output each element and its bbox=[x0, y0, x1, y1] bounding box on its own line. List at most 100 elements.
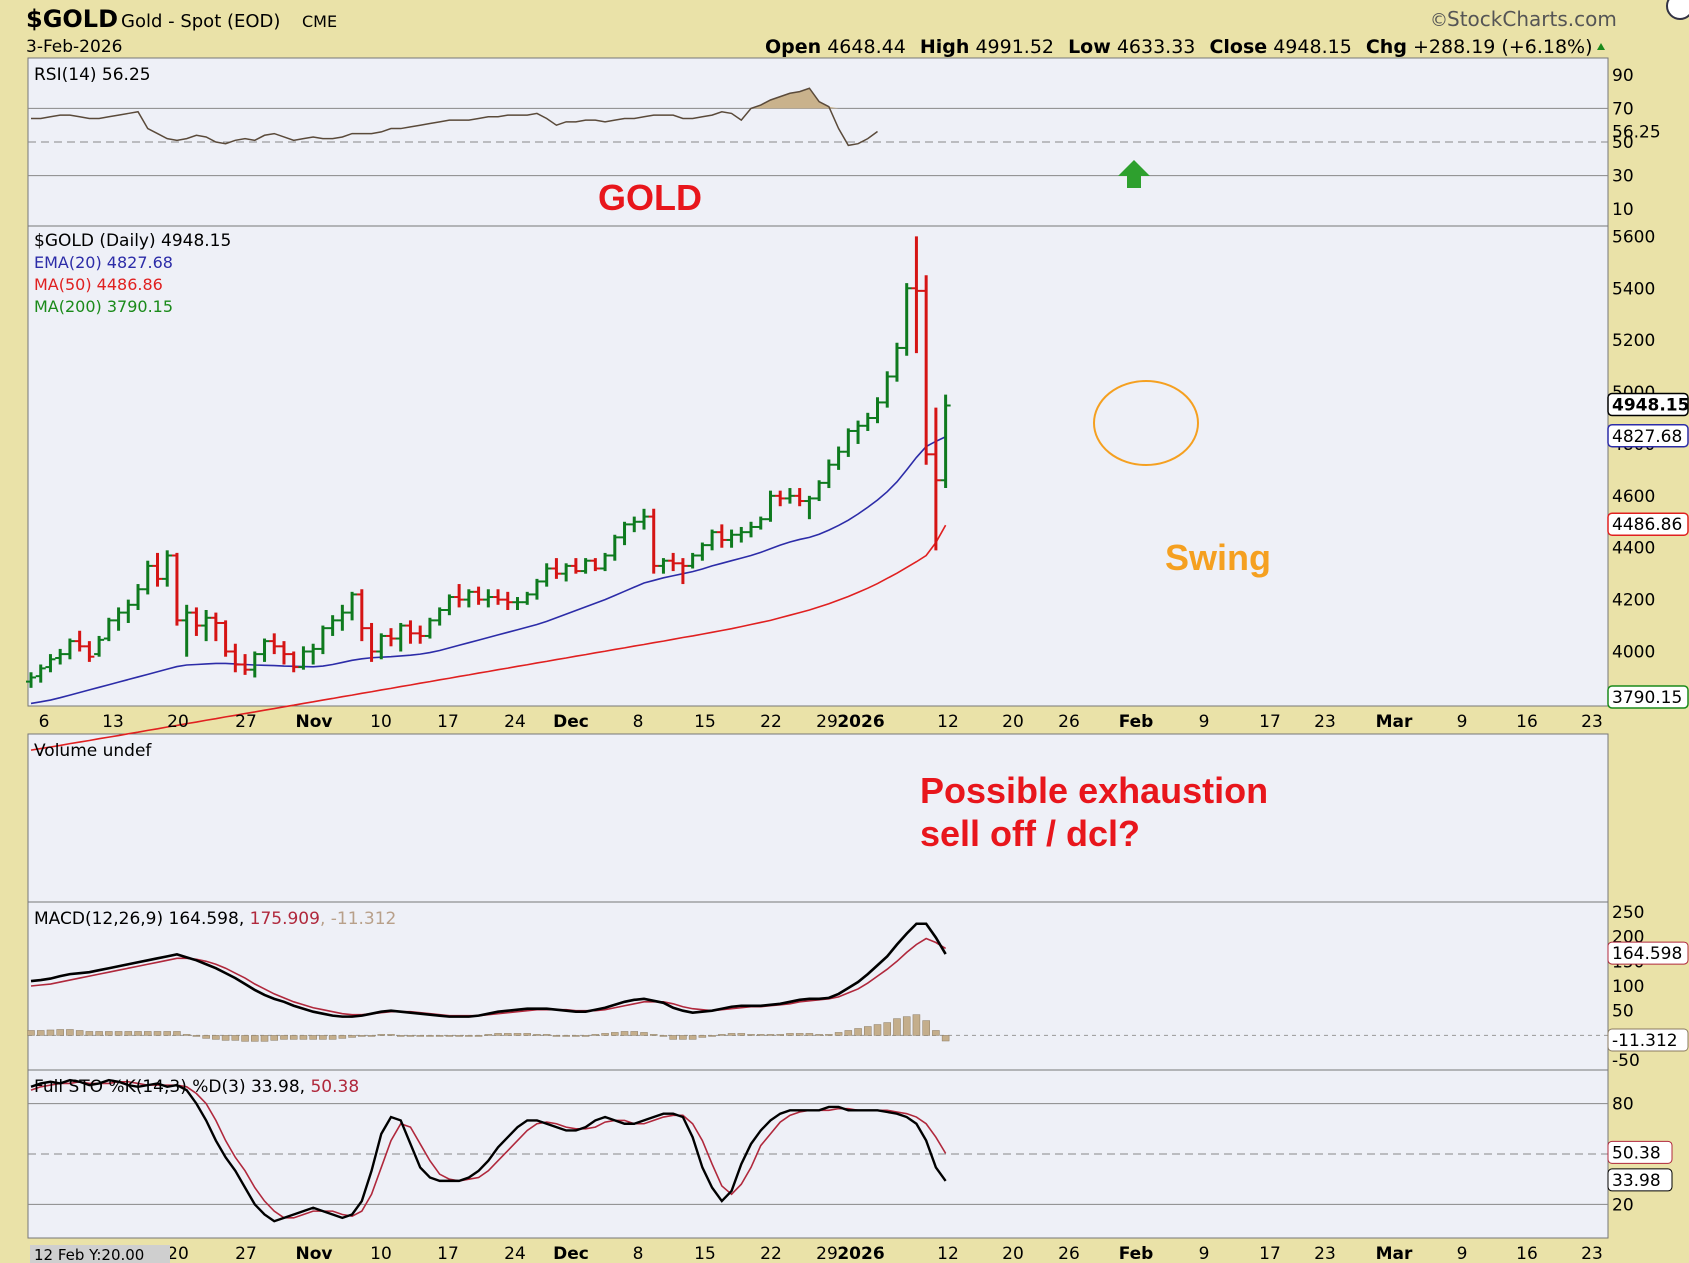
macd-legend: MACD(12,26,9) 164.598, 175.909, -11.312 bbox=[34, 909, 396, 929]
macd-histogram-bar bbox=[406, 1035, 415, 1037]
macd-histogram-bar bbox=[358, 1035, 366, 1037]
macd-histogram-bar bbox=[173, 1031, 181, 1036]
macd-histogram-bar bbox=[75, 1030, 84, 1036]
rsi-y-tick: 70 bbox=[1612, 99, 1634, 119]
swing-circle bbox=[1093, 380, 1199, 466]
macd-histogram-bar bbox=[854, 1028, 862, 1036]
macd-last-value: -11.312 bbox=[1612, 1031, 1678, 1051]
macd-histogram-bar bbox=[766, 1034, 775, 1036]
macd-legend-hist: , -11.312 bbox=[320, 909, 396, 929]
macd-histogram-bar bbox=[445, 1035, 454, 1037]
macd-line bbox=[30, 922, 947, 1018]
x-axis-tick-bottom: 9 bbox=[1199, 1244, 1210, 1263]
macd-histogram-bar bbox=[698, 1035, 707, 1038]
macd-histogram-bar bbox=[202, 1035, 210, 1039]
x-axis-tick-bottom: 27 bbox=[235, 1244, 257, 1263]
macd-histogram-bar bbox=[873, 1024, 882, 1036]
macd-histogram-bar bbox=[251, 1035, 259, 1042]
macd-histogram-bar bbox=[377, 1034, 386, 1036]
x-axis-tick-bottom: Dec bbox=[553, 1244, 589, 1263]
macd-histogram-bar bbox=[747, 1034, 755, 1036]
macd-histogram-bar bbox=[533, 1034, 541, 1036]
macd-histogram-bar bbox=[591, 1034, 600, 1036]
x-axis-tick: 23 bbox=[1314, 712, 1336, 732]
x-axis-tick-bottom: 12 bbox=[937, 1244, 959, 1263]
macd-histogram-bar bbox=[786, 1033, 794, 1036]
price-y-tick: 5200 bbox=[1612, 331, 1655, 351]
macd-histogram-bar bbox=[192, 1035, 201, 1037]
x-axis-tick-bottom: 23 bbox=[1581, 1244, 1603, 1263]
symbol-label: $GOLD bbox=[26, 5, 118, 33]
x-axis-tick-bottom: 26 bbox=[1058, 1244, 1080, 1263]
macd-histogram-bar bbox=[494, 1033, 502, 1036]
macd-histogram-bar bbox=[883, 1022, 891, 1036]
rsi-legend: RSI(14) 56.25 bbox=[34, 65, 151, 85]
low-label: Low bbox=[1068, 36, 1111, 58]
macd-histogram-bar bbox=[66, 1029, 74, 1036]
gear-icon[interactable] bbox=[1666, 0, 1689, 20]
macd-histogram-bar bbox=[114, 1031, 123, 1036]
ohlc-readout: Open 4648.44 High 4991.52 Low 4633.33 Cl… bbox=[765, 36, 1593, 58]
watermark: StockCharts.com bbox=[1447, 7, 1617, 31]
sto-value-box bbox=[1607, 1168, 1673, 1192]
macd-histogram-bar bbox=[630, 1031, 639, 1036]
x-axis-tick-bottom: 2026 bbox=[837, 1244, 884, 1263]
macd-histogram-bar bbox=[504, 1033, 512, 1036]
price-y-tick: 5400 bbox=[1612, 279, 1655, 299]
macd-y-tick: 250 bbox=[1612, 903, 1644, 923]
x-axis-tick: 23 bbox=[1581, 712, 1603, 732]
x-axis-tick: Dec bbox=[553, 712, 589, 732]
macd-legend-main: MACD(12,26,9) 164.598, bbox=[34, 909, 250, 929]
macd-histogram-bar bbox=[319, 1035, 327, 1040]
exchange-label: CME bbox=[302, 12, 337, 31]
x-axis-tick-bottom: 22 bbox=[760, 1244, 782, 1263]
macd-histogram-bar bbox=[46, 1029, 55, 1036]
macd-histogram-bar bbox=[893, 1018, 901, 1036]
x-axis-tick-bottom: Mar bbox=[1376, 1244, 1413, 1263]
x-axis-tick-bottom: 20 bbox=[167, 1244, 189, 1263]
x-axis-tick-bottom: 8 bbox=[633, 1244, 644, 1263]
sto-legend-d: 50.38 bbox=[310, 1077, 359, 1097]
macd-histogram-bar bbox=[144, 1031, 152, 1036]
x-axis-tick-bottom: 17 bbox=[1259, 1244, 1281, 1263]
sto-last-value: 50.38 bbox=[1612, 1143, 1661, 1163]
macd-histogram-bar bbox=[85, 1031, 94, 1036]
macd-histogram-bar bbox=[396, 1035, 405, 1037]
macd-histogram-bar bbox=[844, 1030, 853, 1036]
macd-histogram-bar bbox=[426, 1035, 434, 1037]
macd-histogram-bar bbox=[338, 1035, 347, 1039]
low-value: 4633.33 bbox=[1117, 36, 1196, 58]
macd-histogram-bar bbox=[231, 1035, 240, 1041]
macd-histogram-bar bbox=[484, 1034, 493, 1036]
macd-histogram-bar bbox=[328, 1035, 337, 1040]
macd-histogram-bar bbox=[455, 1035, 463, 1037]
macd-legend-signal: 175.909 bbox=[250, 909, 320, 929]
sto-y-tick: 80 bbox=[1612, 1095, 1634, 1115]
macd-histogram-bar bbox=[36, 1030, 45, 1036]
macd-histogram-bar bbox=[864, 1026, 872, 1036]
instrument-name: Gold - Spot (EOD) bbox=[121, 11, 280, 32]
rsi-last-value: 56.25 bbox=[1612, 123, 1661, 143]
ma50-line bbox=[30, 524, 947, 751]
macd-histogram-bar bbox=[688, 1035, 697, 1040]
chg-value: +288.19 (+6.18%) bbox=[1413, 36, 1593, 58]
x-axis-tick: 29 bbox=[816, 712, 838, 732]
macd-histogram-bar bbox=[212, 1035, 220, 1040]
high-label: High bbox=[920, 36, 970, 58]
price-label-box bbox=[1607, 685, 1689, 709]
macd-histogram-bar bbox=[182, 1034, 191, 1036]
x-axis-tick: 6 bbox=[39, 712, 50, 732]
macd-y-tick: 50 bbox=[1612, 1002, 1634, 1022]
price-label: 4948.15 bbox=[1612, 396, 1689, 416]
macd-histogram-bar bbox=[815, 1034, 823, 1036]
up-arrow-annotation-icon bbox=[1118, 160, 1150, 188]
macd-histogram-bar bbox=[387, 1034, 395, 1036]
macd-histogram-bar bbox=[163, 1031, 171, 1036]
exhaustion-annotation-line2: sell off / dcl? bbox=[920, 813, 1140, 854]
open-label: Open bbox=[765, 36, 821, 58]
x-axis-tick: 26 bbox=[1058, 712, 1080, 732]
macd-histogram-bar bbox=[105, 1031, 113, 1036]
macd-histogram-bar bbox=[708, 1035, 716, 1037]
sto-y-tick: 20 bbox=[1612, 1195, 1634, 1215]
